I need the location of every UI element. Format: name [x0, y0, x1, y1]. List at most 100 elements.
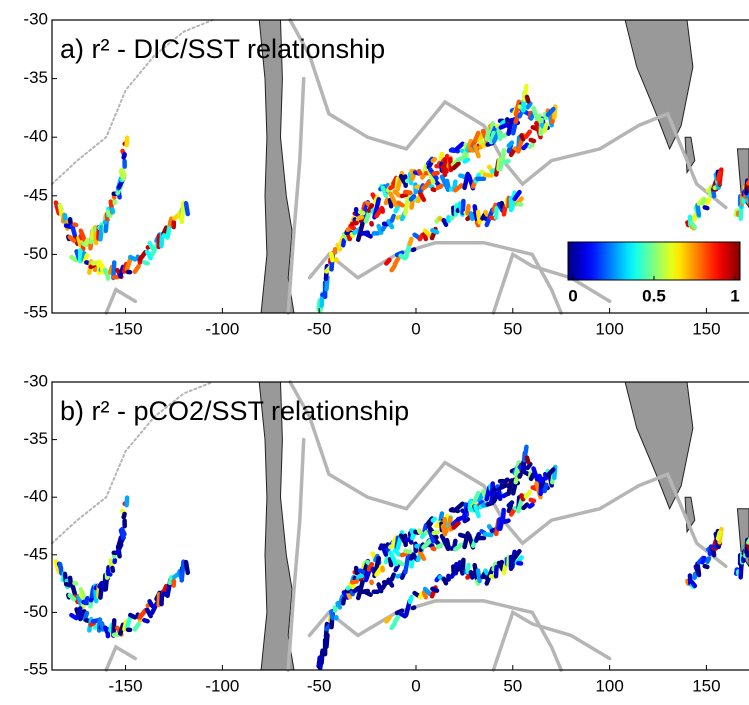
front-line	[106, 647, 135, 670]
track-segment	[356, 209, 357, 214]
track-segment	[127, 258, 130, 269]
track-segment	[100, 585, 101, 597]
track-segment	[433, 519, 435, 521]
track-segment	[521, 495, 523, 499]
land	[625, 20, 693, 149]
track-segment	[505, 521, 509, 522]
track-segment	[71, 615, 76, 618]
front-line	[310, 243, 562, 313]
track-segment	[420, 594, 422, 598]
y-tick-label: -55	[23, 302, 48, 321]
track-segment	[528, 464, 531, 468]
track-segment	[405, 192, 410, 193]
track-segment	[410, 597, 411, 602]
track-segment	[531, 500, 534, 501]
x-tick-label: -100	[205, 319, 239, 338]
track-segment	[433, 189, 434, 190]
track-segment	[521, 135, 523, 139]
track-segment	[360, 571, 363, 572]
track-segment	[707, 558, 709, 561]
track-segment	[434, 532, 438, 533]
track-segment	[499, 489, 501, 498]
track-segment	[411, 555, 414, 558]
track-segment	[470, 149, 472, 151]
x-tick-label: 100	[595, 676, 623, 695]
y-tick-label: -50	[23, 244, 48, 263]
track-segment	[475, 133, 478, 140]
track-segment	[411, 196, 414, 199]
track-segment	[108, 212, 110, 216]
track-segment	[531, 474, 533, 478]
track-segment	[432, 230, 437, 232]
track-segment	[102, 265, 103, 271]
y-tick-label: -55	[23, 659, 48, 678]
track-segment	[71, 257, 76, 260]
y-tick-label: -35	[23, 429, 48, 448]
track-segment	[424, 234, 426, 239]
track-segment	[445, 519, 447, 531]
track-segment	[464, 153, 465, 159]
track-segment	[429, 163, 431, 167]
colorbar-box	[568, 242, 740, 280]
track-segment	[445, 159, 447, 171]
x-tick-label: 150	[692, 319, 720, 338]
track-segment	[405, 196, 408, 213]
y-tick-label: -40	[23, 487, 48, 506]
track-segment	[524, 505, 527, 508]
track-segment	[504, 565, 506, 573]
track-segment	[390, 559, 391, 565]
track-segment	[478, 212, 480, 223]
x-tick-label: 100	[595, 319, 623, 338]
track-segment	[410, 239, 411, 244]
track-segment	[465, 519, 468, 521]
track-segment	[485, 534, 491, 535]
track-segment	[501, 125, 507, 127]
colorbar-tick-label: 0	[568, 286, 577, 305]
track-segment	[405, 555, 408, 572]
track-segment	[511, 510, 514, 514]
track-segment	[503, 150, 504, 160]
y-tick-label: -30	[23, 371, 48, 390]
track-segment	[70, 219, 71, 224]
track-segment	[85, 240, 87, 245]
x-tick-label: -100	[205, 676, 239, 695]
track-segment	[93, 263, 98, 264]
y-tick-label: -30	[23, 9, 48, 28]
track-segment	[70, 237, 74, 241]
x-tick-label: 150	[692, 676, 720, 695]
track-segment	[545, 125, 547, 131]
track-segment	[475, 147, 478, 157]
track-segment	[366, 592, 371, 595]
track-segment	[390, 186, 393, 188]
track-segment	[135, 266, 139, 272]
track-segment	[481, 142, 483, 143]
track-segment	[112, 209, 113, 212]
track-segment	[420, 235, 422, 239]
x-tick-label: 0	[411, 319, 420, 338]
track-segment	[144, 262, 147, 263]
front-line	[310, 601, 562, 670]
track-segment	[405, 551, 410, 552]
track-segment	[130, 615, 135, 617]
track-segment	[60, 205, 61, 215]
y-tick-label: -45	[23, 185, 48, 204]
front-line	[288, 440, 304, 670]
track-segment	[509, 120, 512, 134]
track-segment	[425, 166, 426, 171]
track-segment	[478, 571, 480, 581]
track-segment	[392, 266, 395, 270]
track-segment	[425, 525, 426, 530]
track-segment	[485, 212, 487, 215]
track-segment	[112, 568, 113, 571]
track-segment	[464, 513, 465, 518]
track-segment	[352, 234, 353, 236]
track-segment	[531, 114, 533, 118]
track-segment	[496, 567, 497, 576]
track-segment	[386, 559, 387, 562]
track-segment	[481, 502, 483, 503]
track-segment	[471, 572, 472, 577]
track-segment	[504, 206, 506, 215]
track-segment	[705, 207, 708, 208]
track-segment	[470, 509, 472, 511]
track-segment	[352, 582, 356, 583]
